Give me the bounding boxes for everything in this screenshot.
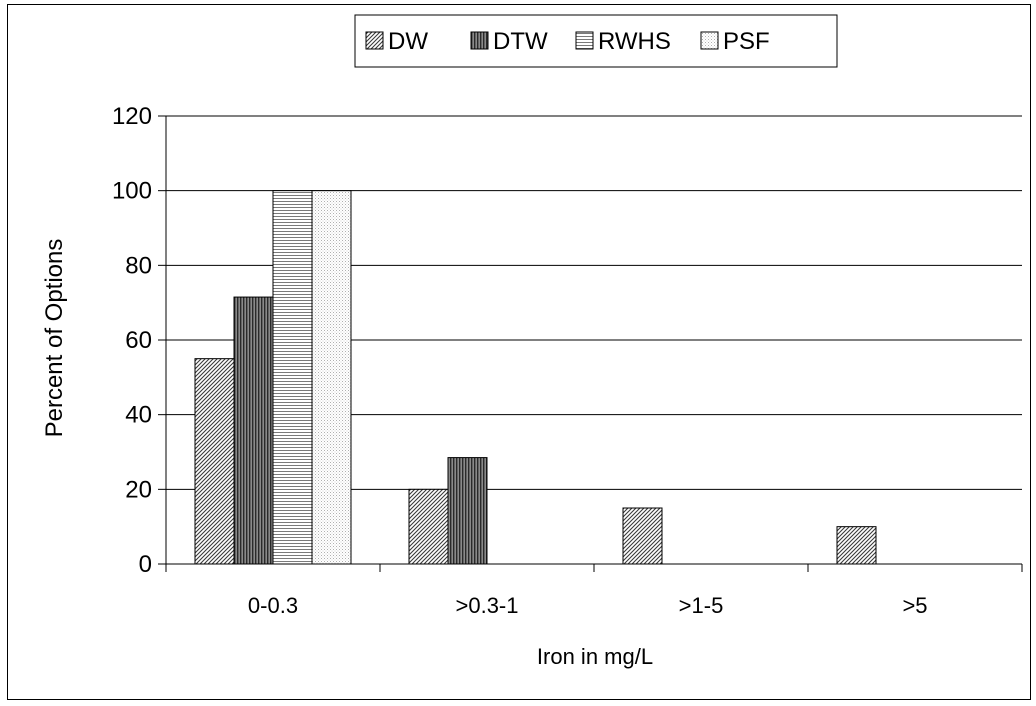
legend-label-dw: DW — [388, 28, 428, 55]
bar-dtw-1 — [233, 296, 274, 565]
x-tick-label: >5 — [902, 593, 927, 618]
legend: DW DTW RWHS PSF — [354, 14, 838, 68]
legend-label-psf: PSF — [723, 28, 770, 55]
x-tick-label: >1-5 — [679, 593, 724, 618]
legend-label-rwhs: RWHS — [598, 28, 671, 55]
bars — [194, 190, 877, 565]
y-tick-label: 20 — [125, 476, 152, 503]
bar-dw-3 — [622, 507, 663, 565]
bar-rwhs-1 — [272, 190, 313, 565]
legend-swatch-rwhs — [575, 31, 594, 50]
x-tick-label: >0.3-1 — [456, 593, 519, 618]
x-tick-label: 0-0.3 — [248, 593, 298, 618]
legend-swatch-dw — [365, 31, 384, 50]
x-axis-title: Iron in mg/L — [537, 644, 653, 669]
axes — [158, 115, 1023, 572]
bar-dw-4 — [836, 526, 877, 565]
legend-box — [354, 14, 838, 68]
legend-swatch-psf — [700, 31, 719, 50]
y-tick-label: 40 — [125, 402, 152, 429]
chart-frame — [7, 4, 1031, 700]
bar-dw-1 — [194, 358, 235, 565]
legend-label-dtw: DTW — [493, 28, 548, 55]
y-tick-label: 60 — [125, 327, 152, 354]
y-axis-title: Percent of Options — [41, 239, 68, 438]
bar-psf-1 — [311, 190, 352, 565]
legend-swatch-dtw — [470, 31, 489, 50]
bar-dw-2 — [408, 488, 449, 565]
y-tick-label: 0 — [139, 551, 152, 578]
tick-labels: 0 20 40 60 80 100 120 0-0.3 >0.3-1 >1-5 >5 — [112, 103, 928, 618]
y-tick-label: 120 — [112, 103, 152, 130]
y-tick-label: 100 — [112, 178, 152, 205]
bar-dtw-2 — [447, 457, 488, 565]
y-tick-label: 80 — [125, 252, 152, 279]
